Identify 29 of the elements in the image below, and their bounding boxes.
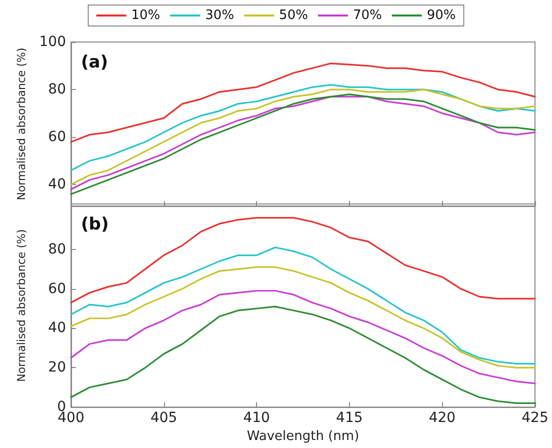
line-series xyxy=(70,266,536,368)
x-axis-title: Wavelength (nm) xyxy=(246,429,360,444)
line-series xyxy=(70,290,536,384)
legend-label: 30% xyxy=(205,8,234,23)
x-tick-label: 420 xyxy=(428,410,456,426)
y-tick-label: 80 xyxy=(48,241,66,258)
legend-label: 10% xyxy=(131,8,160,23)
line-series xyxy=(70,84,536,172)
x-tick-label: 425 xyxy=(522,410,548,426)
y-axis-title: Normalised absorbance (%) xyxy=(15,229,28,382)
line-series xyxy=(70,217,536,304)
x-tick-label: 410 xyxy=(243,410,270,426)
line-series xyxy=(70,306,536,404)
y-tick-label: 60 xyxy=(48,129,66,146)
x-tick-label: 405 xyxy=(150,410,178,426)
legend-label: 70% xyxy=(352,8,382,23)
y-tick-label: 100 xyxy=(39,34,66,50)
y-axis-title: Normalised absorbance (%) xyxy=(15,48,28,200)
y-tick-label: 60 xyxy=(48,280,66,297)
line-series xyxy=(70,246,536,365)
y-tick-label: 20 xyxy=(48,360,66,376)
legend-label: 50% xyxy=(279,8,308,23)
y-tick-label: 40 xyxy=(48,176,66,193)
y-tick-label: 80 xyxy=(48,82,66,98)
annotation: (a) xyxy=(81,52,108,72)
legend-label: 90% xyxy=(426,8,456,23)
x-tick-label: 415 xyxy=(336,410,363,426)
y-tick-label: 40 xyxy=(48,320,66,336)
annotation: (b) xyxy=(81,214,109,234)
